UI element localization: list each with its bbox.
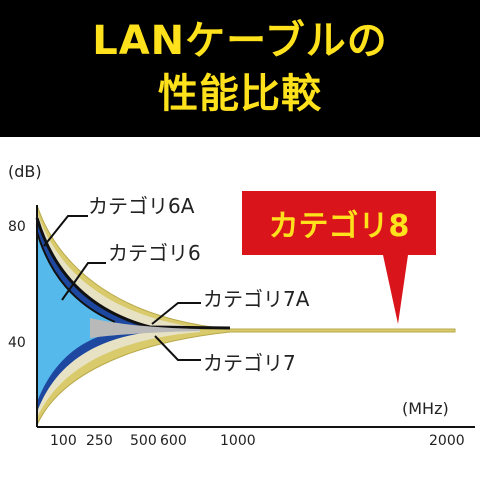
- cat6a-boundary-line: [35, 217, 231, 330]
- x-tick-label: 500: [130, 433, 157, 449]
- series-label-cat6: カテゴリ6: [108, 241, 201, 265]
- leader-line-cat6: [61, 262, 106, 301]
- cat6-boundary-line: [36, 231, 116, 323]
- series-label-cat6a: カテゴリ6A: [88, 194, 195, 218]
- leader-line-cat7: [154, 335, 201, 361]
- leader-line-cat7a: [151, 302, 201, 325]
- series-label-cat8: カテゴリ8: [269, 209, 410, 244]
- y-tick-label: 40: [8, 335, 26, 351]
- title-banner: LANケーブルの 性能比較: [0, 0, 480, 137]
- series-label-cat7a: カテゴリ7A: [203, 287, 310, 311]
- x-axis-label: (MHz): [402, 399, 449, 418]
- series-label-cat7: カテゴリ7: [203, 351, 296, 375]
- comparison-chart: (dB) (MHz) 80 40 100 250 500 600 1000 20…: [8, 162, 475, 449]
- y-axis-label: (dB): [8, 162, 42, 181]
- x-tick-label: 250: [86, 433, 113, 449]
- page-title-line2: 性能比較: [158, 71, 322, 117]
- x-tick-label: 100: [50, 433, 77, 449]
- x-tick-label: 2000: [429, 433, 465, 449]
- page-title-line1: LANケーブルの: [92, 18, 388, 64]
- x-tick-label: 600: [160, 433, 187, 449]
- x-tick-label: 1000: [220, 433, 256, 449]
- leader-line-cat6a: [43, 215, 88, 247]
- y-tick-label: 80: [8, 219, 26, 235]
- cat8-callout-box: [242, 191, 436, 324]
- center-band: [90, 318, 200, 338]
